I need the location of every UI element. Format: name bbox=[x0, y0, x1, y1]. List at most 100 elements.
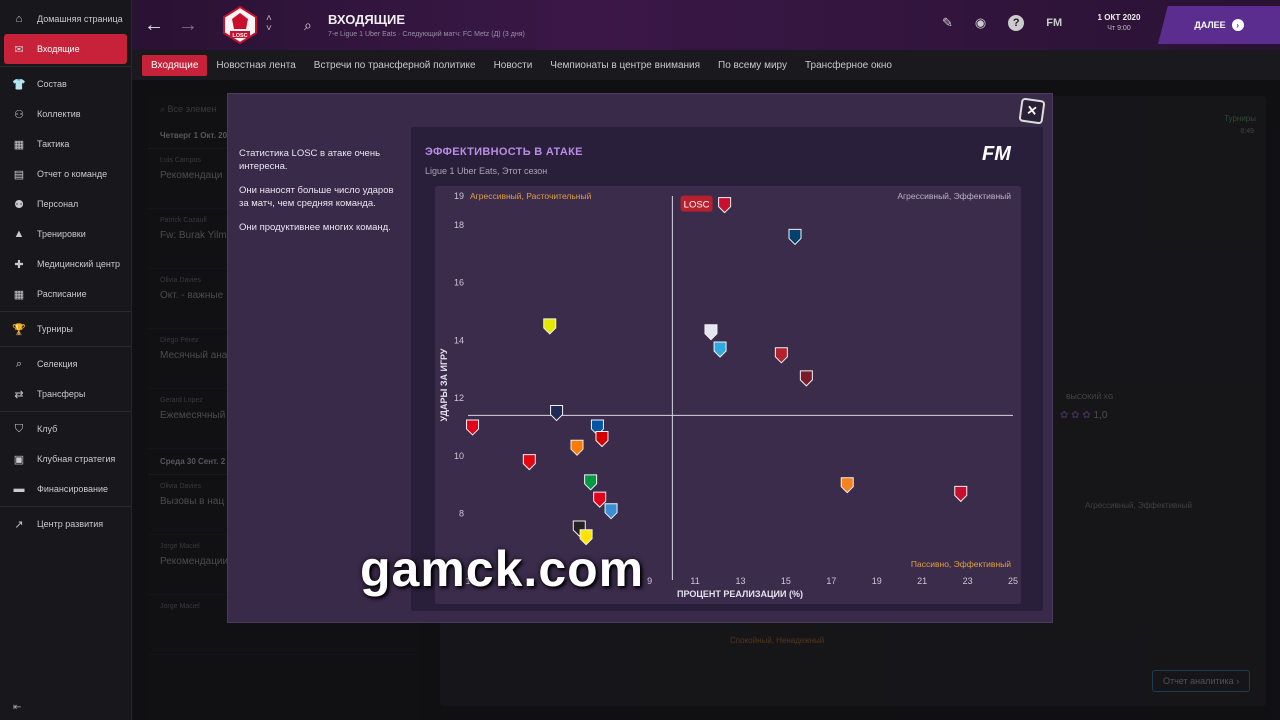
x-tick-label: 17 bbox=[826, 576, 836, 586]
team-badge-shape bbox=[704, 324, 718, 341]
panel-time: 8:49 bbox=[1240, 128, 1254, 135]
sidebar-item-dynamics[interactable]: ⚇ Коллектив bbox=[0, 99, 131, 129]
report-icon: ▤ bbox=[13, 168, 25, 181]
sidebar-item-label: Расписание bbox=[37, 289, 87, 299]
rating-value: 1,0 bbox=[1093, 410, 1108, 421]
intro-line-3: Они продуктивнее многих команд. bbox=[239, 222, 391, 233]
edit-icon[interactable]: ✎ bbox=[942, 15, 953, 30]
rating-stars-icon: ✿ ✿ ✿ 1,0 bbox=[1060, 410, 1108, 421]
collapse-sidebar-icon[interactable]: ⇤ bbox=[13, 702, 22, 713]
message-sender: Diego Pérez bbox=[160, 337, 199, 344]
date-block[interactable]: 1 ОКТ 2020 Чт 9:00 bbox=[1084, 13, 1154, 32]
tab-1[interactable]: Новостная лента bbox=[216, 59, 296, 71]
tab-5[interactable]: По всему миру bbox=[718, 59, 787, 71]
team-badge-rennes: Rennes bbox=[522, 454, 536, 471]
sidebar-item-label: Тренировки bbox=[37, 229, 86, 239]
sidebar-item-label: Медицинский центр bbox=[37, 259, 120, 269]
x-tick-label: 11 bbox=[690, 576, 699, 586]
manager-icon[interactable]: ◉ bbox=[974, 15, 987, 30]
sidebar-item-finances[interactable]: ▬ Финансирование bbox=[0, 474, 131, 504]
club-badge-icon[interactable]: LOSC bbox=[220, 5, 260, 45]
tab-4[interactable]: Чемпионаты в центре внимания bbox=[550, 59, 701, 71]
tab-6[interactable]: Трансферное окно bbox=[805, 59, 892, 71]
fm-menu-icon[interactable]: FM bbox=[1046, 17, 1063, 29]
team-badge-shape bbox=[543, 318, 557, 335]
team-badge-shape bbox=[522, 454, 536, 471]
sidebar-item-development[interactable]: ↗ Центр развития bbox=[0, 509, 131, 539]
x-tick-label: 19 bbox=[872, 576, 882, 586]
y-tick-label: 18 bbox=[454, 220, 464, 230]
tab-2[interactable]: Встречи по трансферной политике bbox=[313, 59, 476, 71]
quadrant-label-bottom: Спокойный, Ненадежный bbox=[730, 636, 825, 645]
search-icon[interactable]: ⌕ bbox=[304, 17, 312, 33]
sidebar-item-transfers[interactable]: ⇄ Трансферы bbox=[0, 379, 131, 409]
y-tick-label: 8 bbox=[459, 509, 464, 519]
team-badge-shape bbox=[466, 419, 480, 436]
team-badge-lyon: Lyon bbox=[704, 324, 718, 341]
sub-tabs: Входящие Новостная лента Встречи по трансф… bbox=[132, 50, 1280, 80]
sidebar-item-strategy[interactable]: ▣ Клубная стратегия bbox=[0, 444, 131, 474]
x-tick-label: 1 bbox=[465, 576, 470, 586]
message-subject: Ежемесячный bbox=[160, 410, 226, 421]
highlight-label-box bbox=[680, 195, 713, 212]
analytics-report-button[interactable]: Отчет аналитика › bbox=[1152, 670, 1251, 692]
y-tick-label: 10 bbox=[454, 451, 464, 461]
sidebar-item-home[interactable]: ⌂ Домашняя страница bbox=[0, 4, 131, 34]
message-subject: Рекомендаци bbox=[160, 170, 223, 181]
sidebar-item-schedule[interactable]: ▦ Расписание bbox=[0, 279, 131, 309]
team-badge-bordeaux: Bordeaux bbox=[550, 405, 564, 422]
sidebar: ⌂ Домашняя страница ✉ Входящие 👕 Состав ⚇ Колле… bbox=[0, 0, 132, 720]
sidebar-item-inbox[interactable]: ✉ Входящие bbox=[4, 34, 127, 64]
forward-arrow-icon[interactable]: → bbox=[178, 14, 198, 36]
club-badge-text: LOSC bbox=[232, 33, 247, 39]
continue-arrow-icon: › bbox=[1231, 19, 1244, 31]
team-badge-marseille: Marseille bbox=[713, 341, 727, 358]
y-tick-label: 19 bbox=[454, 191, 464, 201]
team-badge-shape bbox=[788, 228, 802, 246]
sidebar-item-club[interactable]: ⛉ Клуб bbox=[0, 414, 131, 444]
y-tick-label: 14 bbox=[454, 335, 464, 345]
team-badge-shape bbox=[570, 439, 584, 456]
sidebar-item-scouting[interactable]: ⌕ Селекция bbox=[0, 349, 131, 379]
sidebar-item-tactics[interactable]: ▦ Тактика bbox=[0, 129, 131, 159]
inbox-search[interactable]: ⌕ Все элемен bbox=[160, 104, 217, 114]
sidebar-item-label: Турниры bbox=[37, 324, 73, 334]
sidebar-divider bbox=[0, 506, 131, 507]
quadrant-label-right: Агрессивный, Эффективный bbox=[1085, 501, 1192, 510]
tab-3[interactable]: Новости bbox=[493, 59, 533, 71]
sidebar-item-training[interactable]: ▲ Тренировки bbox=[0, 219, 131, 249]
team-badge-shape bbox=[840, 477, 854, 494]
back-arrow-icon[interactable]: ← bbox=[144, 14, 164, 36]
sidebar-item-staff[interactable]: ⚉ Персонал bbox=[0, 189, 131, 219]
squad-icon: 👕 bbox=[12, 78, 26, 91]
sidebar-item-label: Селекция bbox=[37, 359, 78, 369]
staff-icon: ⚉ bbox=[14, 198, 24, 211]
sidebar-item-label: Домашняя страница bbox=[37, 14, 123, 24]
tournaments-label[interactable]: Турниры bbox=[1224, 114, 1256, 123]
sidebar-item-squad[interactable]: 👕 Состав bbox=[0, 69, 131, 99]
sidebar-item-report[interactable]: ▤ Отчет о команде bbox=[0, 159, 131, 189]
team-badge-shape bbox=[595, 431, 609, 448]
tab-0[interactable]: Входящие bbox=[142, 54, 208, 76]
development-icon: ↗ bbox=[14, 518, 24, 531]
team-badge-shape bbox=[584, 474, 598, 491]
team-badge-lorient: Lorient bbox=[840, 477, 854, 494]
team-badge-shape bbox=[799, 370, 813, 387]
sidebar-item-trophy[interactable]: 🏆 Турниры bbox=[0, 314, 131, 344]
continue-button[interactable]: ДАЛЕЕ › bbox=[1158, 6, 1280, 44]
club-switch-icon[interactable]: ˄ ˅ bbox=[266, 13, 272, 34]
intro-line-2: Они наносят больше число ударов за матч,… bbox=[239, 185, 394, 209]
team-badge-lens: Lens bbox=[579, 529, 593, 546]
x-tick-label: 9 bbox=[647, 576, 652, 586]
sidebar-item-label: Финансирование bbox=[37, 484, 109, 494]
team-badge-metz: Metz bbox=[799, 370, 813, 387]
team-badge-nmes: Nîmes bbox=[593, 491, 607, 508]
help-icon[interactable]: ? bbox=[1008, 15, 1025, 31]
message-subject: Месячный ана bbox=[160, 350, 228, 361]
sidebar-item-medical[interactable]: ✚ Медицинский центр bbox=[0, 249, 131, 279]
club-icon: ⛉ bbox=[14, 422, 24, 435]
team-badge-montpellier: Montpellier bbox=[570, 439, 584, 456]
chart-title: ЭФФЕКТИВНОСТЬ В АТАКЕ bbox=[425, 146, 583, 158]
quadrant-label-top-left: Агрессивный, Расточительный bbox=[470, 191, 592, 201]
